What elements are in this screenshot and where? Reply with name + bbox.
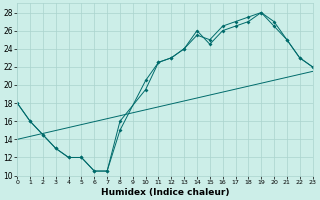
X-axis label: Humidex (Indice chaleur): Humidex (Indice chaleur)	[101, 188, 229, 197]
